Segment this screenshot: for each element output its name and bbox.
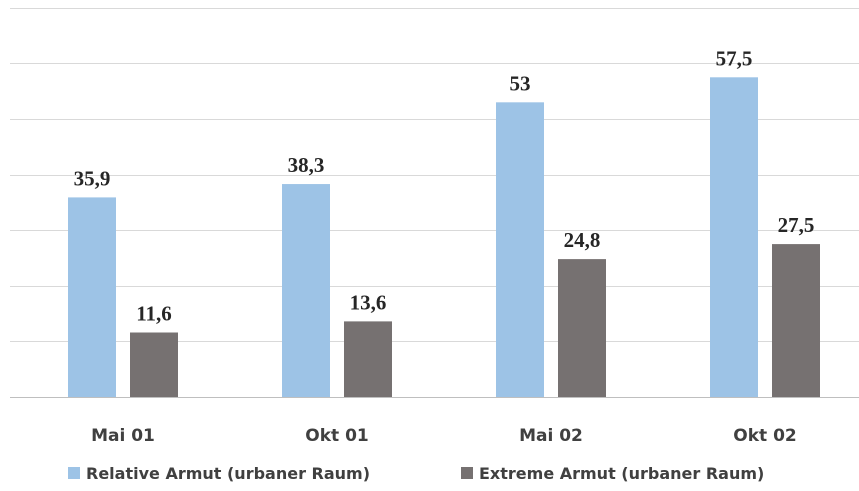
bar	[68, 197, 116, 397]
bar	[282, 184, 330, 397]
bar	[558, 259, 606, 397]
value-labels: 35,9 11,6 38,3 13,6 53 24,8 57,5 27,5	[74, 46, 815, 325]
category-axis: Mai 01 Okt 01 Mai 02 Okt 02	[91, 426, 797, 446]
category-label: Mai 02	[519, 426, 583, 446]
gridlines	[10, 8, 859, 398]
legend-swatch	[68, 467, 80, 479]
category-label: Mai 01	[91, 426, 155, 446]
bar	[710, 77, 758, 398]
legend-label: Relative Armut (urbaner Raum)	[86, 464, 370, 483]
bar	[496, 102, 544, 397]
legend-item: Extreme Armut (urbaner Raum)	[461, 464, 764, 483]
bar	[344, 321, 392, 397]
data-label: 35,9	[74, 166, 111, 190]
data-label: 38,3	[288, 153, 325, 177]
data-label: 27,5	[778, 213, 815, 237]
legend-swatch	[461, 467, 473, 479]
data-label: 11,6	[136, 302, 172, 326]
category-label: Okt 01	[305, 426, 368, 446]
legend-label: Extreme Armut (urbaner Raum)	[479, 464, 764, 483]
data-label: 13,6	[350, 290, 387, 314]
legend: Relative Armut (urbaner Raum) Extreme Arm…	[68, 464, 764, 483]
legend-item: Relative Armut (urbaner Raum)	[68, 464, 370, 483]
bars	[68, 77, 820, 398]
bar	[130, 332, 178, 397]
category-label: Okt 02	[733, 426, 796, 446]
bar	[772, 244, 820, 397]
data-label: 53	[510, 71, 531, 95]
data-label: 24,8	[564, 228, 601, 252]
data-label: 57,5	[716, 46, 753, 70]
